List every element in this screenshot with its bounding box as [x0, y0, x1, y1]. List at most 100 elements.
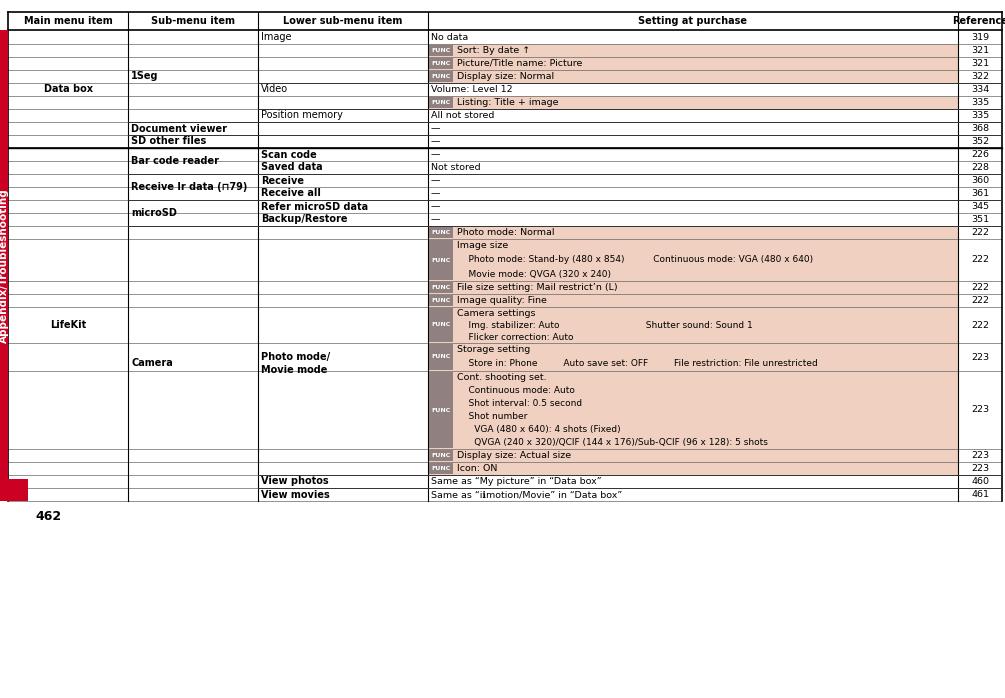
Bar [8, 12, 1002, 501]
Bar [429, 295, 453, 306]
Text: Flicker correction: Auto: Flicker correction: Auto [457, 332, 574, 341]
Bar [428, 57, 958, 70]
Text: Shot interval: 0.5 second: Shot interval: 0.5 second [457, 399, 582, 408]
Text: 321: 321 [971, 46, 989, 55]
Bar [428, 70, 958, 83]
Text: FUNC: FUNC [431, 408, 450, 413]
Text: 360: 360 [971, 176, 989, 185]
Text: 222: 222 [971, 283, 989, 292]
Bar [429, 240, 453, 280]
Text: Sort: By date ↑: Sort: By date ↑ [457, 46, 531, 55]
Text: FUNC: FUNC [431, 322, 450, 327]
Text: 222: 222 [971, 228, 989, 237]
Text: 335: 335 [971, 111, 989, 120]
Text: Receive Ir data (⊓79): Receive Ir data (⊓79) [131, 182, 247, 192]
Text: Display size: Normal: Display size: Normal [457, 72, 554, 81]
Text: Refer microSD data: Refer microSD data [261, 202, 368, 211]
Text: 226: 226 [971, 150, 989, 159]
Bar [428, 343, 958, 371]
Text: FUNC: FUNC [431, 74, 450, 79]
Text: Picture/Title name: Picture: Picture/Title name: Picture [457, 59, 582, 68]
Text: Photo mode: Normal: Photo mode: Normal [457, 228, 555, 237]
Bar [428, 239, 958, 281]
Text: 1Seg: 1Seg [131, 71, 159, 81]
Text: Listing: Title + image: Listing: Title + image [457, 98, 559, 107]
Text: FUNC: FUNC [431, 466, 450, 471]
Text: Continuous mode: Auto: Continuous mode: Auto [457, 386, 575, 395]
Text: 319: 319 [971, 33, 989, 41]
Text: No data: No data [431, 33, 468, 41]
Text: 223: 223 [971, 406, 989, 415]
Bar [428, 294, 958, 307]
Bar [429, 344, 453, 370]
Bar [0, 30, 8, 501]
Text: Lower sub-menu item: Lower sub-menu item [283, 16, 403, 26]
Bar [429, 463, 453, 474]
Bar [429, 282, 453, 293]
Text: FUNC: FUNC [431, 355, 450, 359]
Text: FUNC: FUNC [431, 48, 450, 53]
Text: Setting at purchase: Setting at purchase [638, 16, 748, 26]
Text: —: — [431, 124, 440, 133]
Text: 222: 222 [971, 320, 989, 329]
Text: —: — [431, 202, 440, 211]
Text: VGA (480 x 640): 4 shots (Fixed): VGA (480 x 640): 4 shots (Fixed) [457, 425, 621, 434]
Text: FUNC: FUNC [431, 61, 450, 66]
Text: FUNC: FUNC [431, 453, 450, 458]
Text: Scan code: Scan code [261, 149, 317, 160]
Text: Store in: Phone         Auto save set: OFF         File restriction: File unrest: Store in: Phone Auto save set: OFF File … [457, 359, 818, 369]
Text: microSD: microSD [131, 208, 177, 218]
Text: Reference: Reference [952, 16, 1005, 26]
Text: Not stored: Not stored [431, 163, 480, 172]
Text: View photos: View photos [261, 477, 329, 487]
Text: 223: 223 [971, 352, 989, 362]
Text: FUNC: FUNC [431, 100, 450, 105]
Text: 352: 352 [971, 137, 989, 146]
Bar [428, 281, 958, 294]
Text: FUNC: FUNC [431, 258, 450, 262]
Text: Image: Image [261, 32, 291, 42]
Text: Photo mode: Stand-by (480 x 854)          Continuous mode: VGA (480 x 640): Photo mode: Stand-by (480 x 854) Continu… [457, 255, 813, 265]
Bar [0, 479, 28, 501]
Bar [429, 372, 453, 448]
Text: FUNC: FUNC [431, 230, 450, 235]
Bar [428, 307, 958, 343]
Text: 361: 361 [971, 189, 989, 198]
Text: Sub-menu item: Sub-menu item [151, 16, 235, 26]
Text: Data box: Data box [43, 84, 92, 94]
Text: —: — [431, 137, 440, 146]
Text: Image quality: Fine: Image quality: Fine [457, 296, 547, 305]
Text: 228: 228 [971, 163, 989, 172]
Text: Icon: ON: Icon: ON [457, 464, 497, 473]
Text: Main menu item: Main menu item [24, 16, 113, 26]
Text: 223: 223 [971, 464, 989, 473]
Bar [428, 44, 958, 57]
Text: Display size: Actual size: Display size: Actual size [457, 451, 571, 460]
Text: Storage setting: Storage setting [457, 346, 531, 355]
Bar [429, 308, 453, 342]
Bar [428, 371, 958, 449]
Text: LifeKit: LifeKit [50, 320, 86, 329]
Text: 334: 334 [971, 85, 989, 94]
Text: View movies: View movies [261, 489, 330, 500]
Text: 460: 460 [971, 477, 989, 486]
Text: 462: 462 [35, 510, 61, 523]
Text: 322: 322 [971, 72, 989, 81]
Bar [428, 449, 958, 462]
Bar [429, 45, 453, 56]
Text: Photo mode/
Movie mode: Photo mode/ Movie mode [261, 352, 330, 375]
Bar [429, 227, 453, 238]
Text: Shot number: Shot number [457, 412, 528, 421]
Text: Position memory: Position memory [261, 110, 343, 121]
Bar [429, 58, 453, 69]
Text: 461: 461 [971, 490, 989, 499]
Text: Saved data: Saved data [261, 163, 323, 172]
Bar [429, 97, 453, 108]
Text: Receive: Receive [261, 175, 304, 186]
Text: 222: 222 [971, 255, 989, 265]
Text: 351: 351 [971, 215, 989, 224]
Text: SD other files: SD other files [131, 137, 206, 147]
Text: Movie mode: QVGA (320 x 240): Movie mode: QVGA (320 x 240) [457, 269, 611, 279]
Text: 222: 222 [971, 296, 989, 305]
Text: —: — [431, 176, 440, 185]
